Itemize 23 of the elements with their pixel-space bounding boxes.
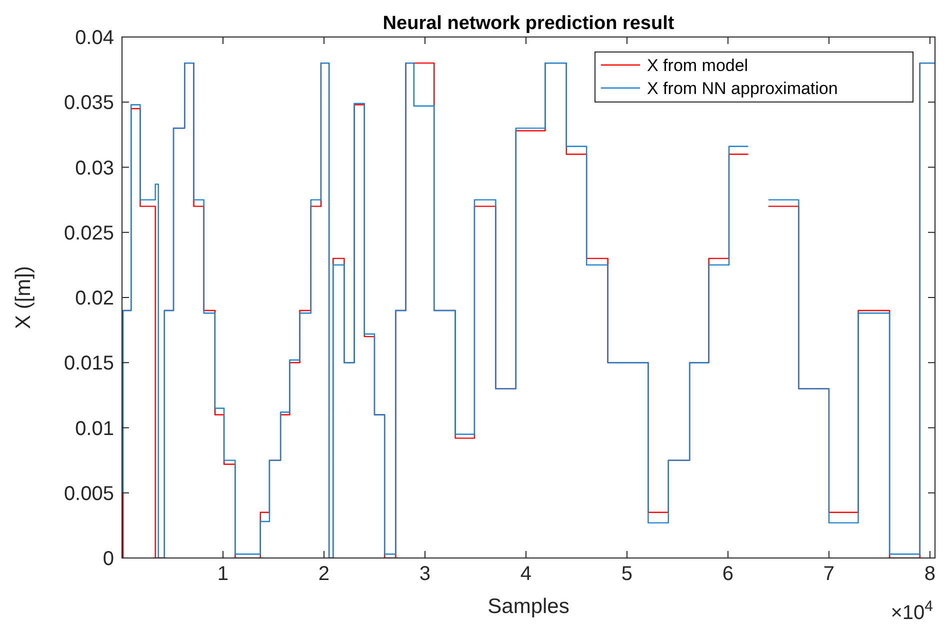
chart-title: Neural network prediction result (382, 13, 675, 34)
y-axis-title: X ([m]) (12, 266, 35, 329)
x-tick-label: 3 (419, 563, 431, 585)
text: ×10$^{4}$ (890, 598, 933, 624)
x-tick-label: 6 (722, 563, 734, 585)
y-tick-label: 0.01 (75, 418, 114, 440)
x-tick-label: 5 (621, 563, 633, 585)
y-tick-label: 0.02 (75, 288, 114, 310)
x-tick-label: 1 (217, 563, 229, 585)
x-axis-title: Samples (488, 595, 570, 618)
x-tick-label: 2 (318, 563, 330, 585)
y-tick-label: 0.035 (64, 92, 114, 114)
y-tick-label: 0.03 (75, 157, 114, 180)
legend-label: X from NN approximation (647, 79, 838, 98)
x-tick-label: 8 (924, 563, 936, 585)
y-tick-label: 0.005 (64, 482, 114, 505)
y-tick-label: 0.025 (64, 222, 114, 244)
y-tick-label: 0.04 (75, 27, 114, 49)
x-tick-label: 7 (823, 563, 835, 585)
x-tick-label: 4 (520, 563, 532, 585)
y-tick-label: 0.015 (64, 352, 114, 375)
y-tick-label: 0 (102, 548, 114, 570)
legend-label: X from model (647, 56, 748, 75)
